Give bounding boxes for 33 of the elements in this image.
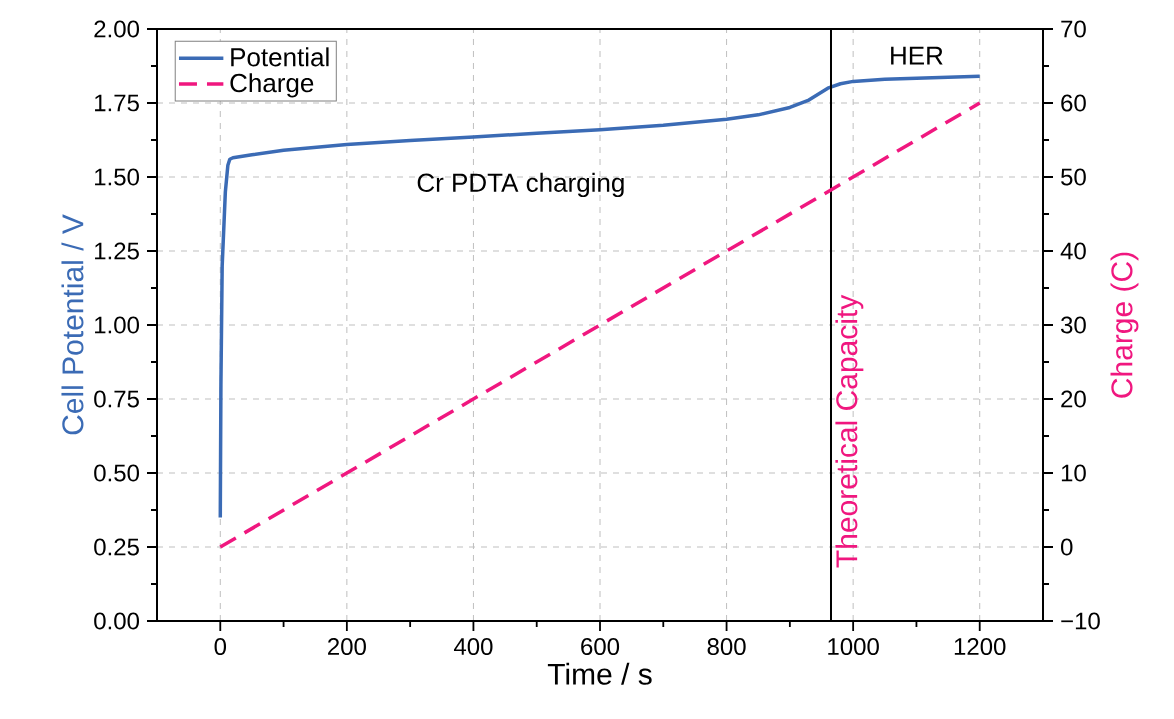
y-tick-label: 2.00: [94, 20, 139, 38]
y2-tick-label: 70: [1061, 20, 1086, 38]
y-tick-label: 0.25: [94, 538, 139, 556]
y2-tick-label: −10: [1061, 612, 1100, 630]
x-tick-label: 600: [581, 638, 620, 656]
x-tick-label: 200: [328, 638, 366, 656]
annotation: Cr PDTA charging: [417, 172, 624, 198]
y2-tick-label: 30: [1060, 316, 1086, 334]
y2-tick-label: 50: [1061, 168, 1086, 186]
y-tick-label: 0.75: [94, 390, 139, 408]
y-tick-label: 1.00: [95, 316, 139, 334]
y2-tick-label: 40: [1060, 242, 1086, 260]
y-tick-label: 1.25: [95, 242, 139, 260]
y2-axis-title: Charge (C): [1110, 252, 1139, 398]
x-tick-label: 400: [453, 638, 493, 656]
y2-tick-label: 10: [1061, 464, 1086, 482]
x-tick-label: 0: [214, 638, 227, 656]
ref-line-label: Theoretical Capacity: [835, 294, 864, 568]
legend-label: Potential: [231, 47, 329, 67]
y2-tick-label: 20: [1061, 390, 1086, 408]
y2-tick-label: 60: [1061, 94, 1086, 112]
x-tick-label: 800: [707, 638, 746, 656]
y2-tick-label: 0: [1061, 538, 1073, 556]
annotation: HER: [891, 46, 943, 65]
legend-label: Charge: [230, 73, 314, 98]
x-tick-label: 1000: [828, 638, 879, 656]
y-tick-label: 0.00: [94, 612, 139, 630]
y-tick-label: 1.75: [95, 94, 139, 112]
y-axis-title: Cell Potential / V: [61, 214, 84, 435]
x-tick-label: 1200: [954, 638, 1006, 656]
y-tick-label: 0.50: [94, 464, 139, 482]
y-tick-label: 1.50: [95, 168, 139, 186]
x-axis-title: Time / s: [547, 662, 652, 685]
